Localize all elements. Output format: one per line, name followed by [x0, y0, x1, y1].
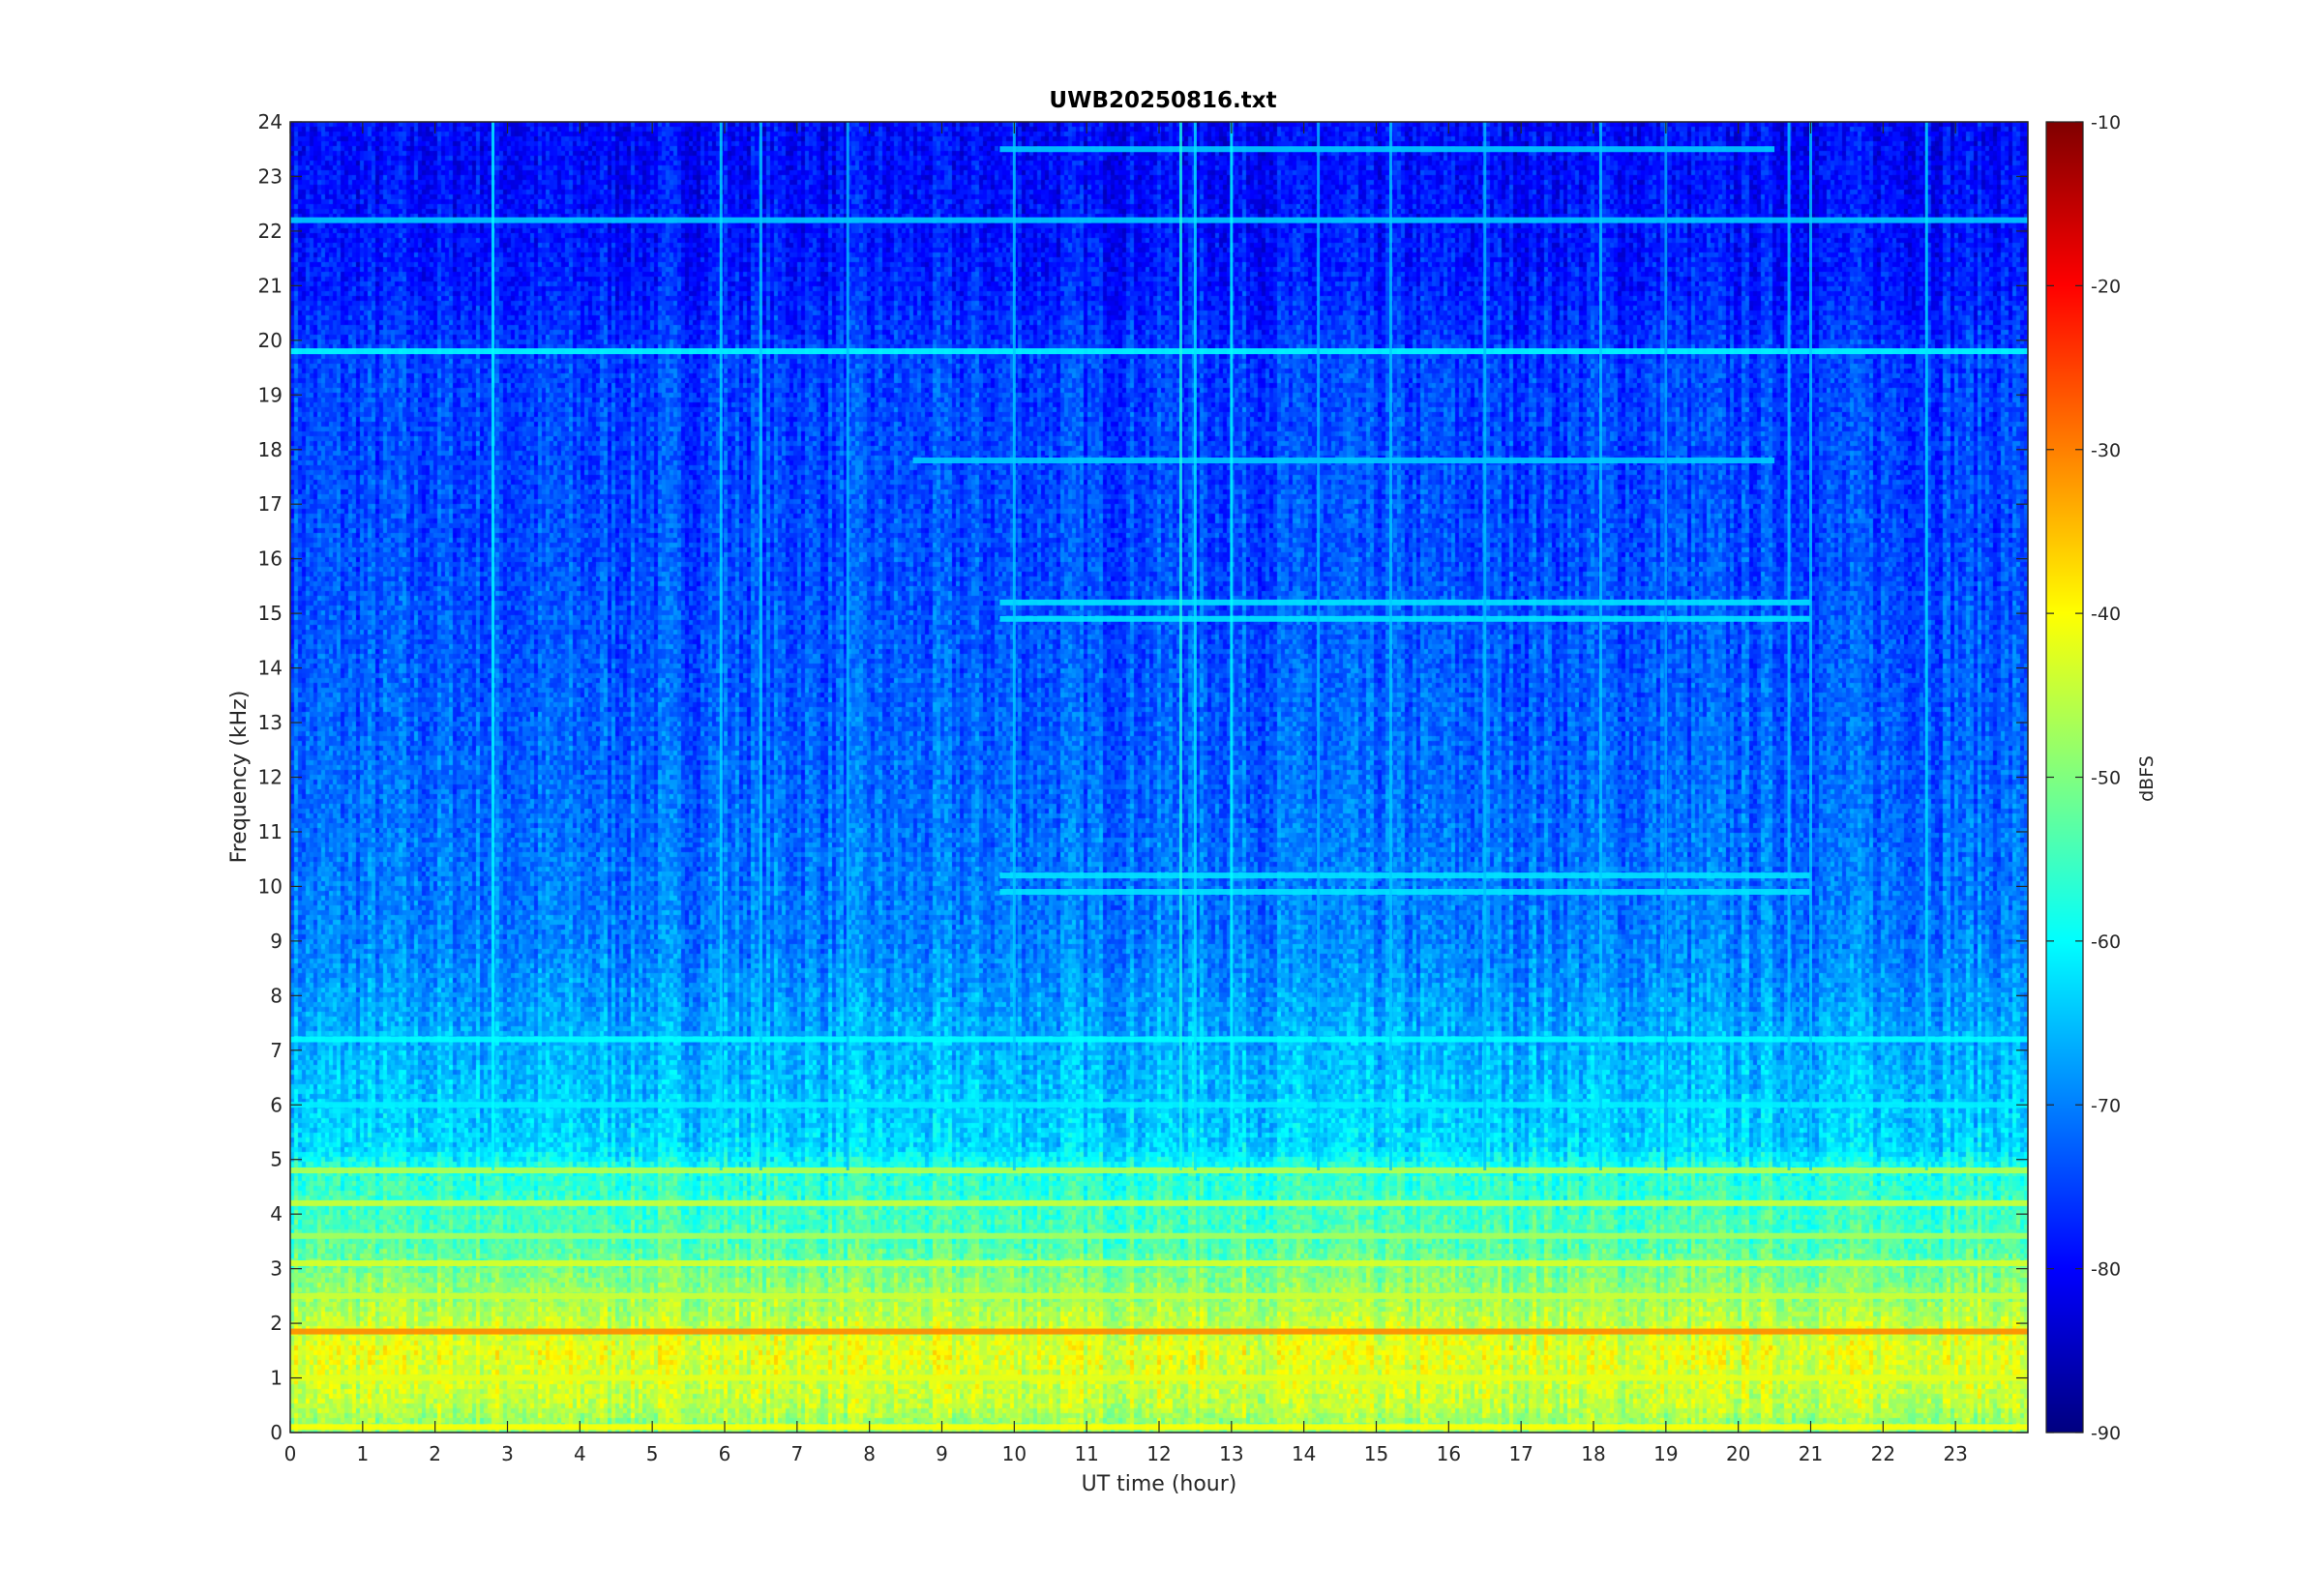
x-tick-label: 1 [356, 1442, 369, 1465]
y-tick-label: 9 [270, 930, 283, 953]
y-tick-label: 7 [270, 1039, 283, 1062]
x-tick-label: 13 [1219, 1442, 1243, 1465]
x-tick-label: 12 [1146, 1442, 1171, 1465]
x-tick-label: 9 [936, 1442, 948, 1465]
spectral-band-1 [290, 217, 2028, 223]
y-tick-label: 24 [258, 110, 283, 133]
colorbar-tick-label: -10 [2091, 112, 2121, 133]
x-tick-label: 5 [646, 1442, 659, 1465]
x-tick-label: 21 [1799, 1442, 1823, 1465]
spectral-band-13 [290, 1259, 2028, 1266]
colorbar-tick-label: -30 [2091, 440, 2121, 461]
x-tick-label: 10 [1002, 1442, 1027, 1465]
y-tick-label: 6 [270, 1093, 283, 1116]
colorbar-tick-label: -80 [2091, 1259, 2121, 1281]
spectral-band-5 [999, 615, 1811, 622]
y-tick-label: 16 [258, 547, 283, 571]
y-tick-label: 8 [270, 984, 283, 1007]
spectral-band-11 [290, 1199, 2028, 1206]
y-tick-label: 23 [258, 164, 283, 188]
colorbar-tick-label: -90 [2091, 1423, 2121, 1444]
y-tick-label: 17 [258, 492, 283, 516]
y-tick-label: 15 [258, 602, 283, 625]
chart-title: UWB20250816.txt [1049, 88, 1276, 113]
y-tick-label: 19 [258, 383, 283, 406]
colorbar-tick-label: -20 [2091, 276, 2121, 297]
x-tick-label: 18 [1581, 1442, 1605, 1465]
x-tick-label: 0 [284, 1442, 297, 1465]
y-tick-label: 11 [258, 820, 283, 843]
x-tick-label: 2 [429, 1442, 441, 1465]
x-tick-label: 8 [863, 1442, 876, 1465]
y-tick-label: 20 [258, 329, 283, 352]
x-tick-label: 23 [1943, 1442, 1967, 1465]
y-tick-label: 2 [270, 1312, 283, 1335]
colorbar-tick-label: -60 [2091, 931, 2121, 953]
spectral-band-2 [999, 146, 1775, 153]
x-tick-label: 4 [574, 1442, 586, 1465]
y-tick-label: 0 [270, 1421, 283, 1444]
spectrogram-heatmap [290, 122, 2028, 1433]
x-axis: 0 1 2 3 4 5 6 7 8 9 10 11 12 13 14 15 16 17 18 19 20 21 22 23 [284, 122, 1968, 1465]
spectral-band-12 [290, 1232, 2028, 1239]
x-tick-label: 20 [1726, 1442, 1750, 1465]
y-tick-label: 13 [258, 711, 283, 734]
spectral-band-7 [999, 889, 1811, 896]
x-tick-label: 3 [501, 1442, 514, 1465]
colorbar-tick-label: -70 [2091, 1095, 2121, 1116]
x-tick-label: 22 [1871, 1442, 1895, 1465]
colorbar-label: dBFS [2136, 755, 2158, 802]
y-tick-label: 4 [270, 1202, 283, 1226]
spectral-band-0 [290, 348, 2028, 355]
spectral-band-14 [290, 1292, 2028, 1299]
spectral-band-3 [912, 458, 1775, 464]
x-tick-label: 15 [1364, 1442, 1388, 1465]
y-tick-label: 21 [258, 274, 283, 297]
x-tick-label: 17 [1508, 1442, 1533, 1465]
colorbar-ticks: -90 -80 -70 -60 -50 -40 -30 -20 -10 [2046, 112, 2121, 1444]
y-tick-label: 3 [270, 1257, 283, 1281]
x-tick-label: 7 [790, 1442, 803, 1465]
y-tick-label: 5 [270, 1148, 283, 1171]
y-tick-label: 10 [258, 874, 283, 898]
y-tick-label: 22 [258, 220, 283, 243]
x-axis-label: UT time (hour) [1082, 1472, 1237, 1496]
x-tick-label: 11 [1074, 1442, 1098, 1465]
spectral-band-16 [290, 1374, 2028, 1381]
x-tick-label: 16 [1437, 1442, 1461, 1465]
vertical-line-layer [491, 122, 1928, 1170]
x-tick-label: 6 [719, 1442, 731, 1465]
y-tick-label: 12 [258, 766, 283, 789]
y-axis-label: Frequency (kHz) [227, 691, 252, 864]
spectral-band-9 [290, 1036, 2028, 1043]
x-tick-label: 14 [1292, 1442, 1316, 1465]
y-tick-label: 1 [270, 1367, 283, 1390]
x-tick-label: 19 [1653, 1442, 1678, 1465]
spectral-band-15 [290, 1328, 2028, 1335]
y-tick-label: 14 [258, 657, 283, 680]
spectral-band-8 [290, 1102, 2028, 1108]
spectral-band-10 [290, 1167, 2028, 1173]
colorbar-tick-label: -50 [2091, 768, 2121, 789]
y-tick-label: 18 [258, 438, 283, 461]
spectral-band-6 [999, 872, 1811, 879]
spectral-band-4 [999, 599, 1811, 606]
colorbar-tick-label: -40 [2091, 604, 2121, 625]
